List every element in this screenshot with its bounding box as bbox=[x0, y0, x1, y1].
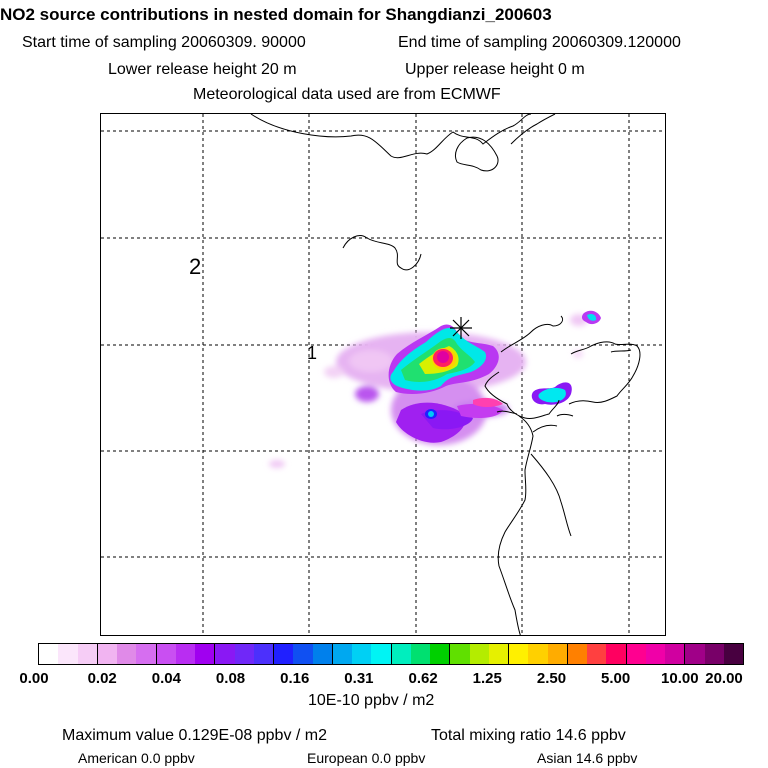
colorbar-cell bbox=[450, 644, 470, 664]
colorbar-cell bbox=[352, 644, 372, 664]
colorbar-tick-label: 0.62 bbox=[408, 670, 438, 687]
colorbar-cell bbox=[175, 644, 195, 664]
colorbar-cell bbox=[528, 644, 548, 664]
colorbar-tick-label: 0.02 bbox=[87, 670, 117, 687]
colorbar-cell bbox=[430, 644, 451, 664]
american-contribution-text: American 0.0 ppbv bbox=[78, 750, 195, 766]
colorbar-cell bbox=[332, 644, 352, 664]
upper-release-text: Upper release height 0 m bbox=[405, 61, 585, 78]
colorbar-cell bbox=[117, 644, 137, 664]
colorbar-cell bbox=[587, 644, 607, 664]
colorbar-tick-label: 0.16 bbox=[280, 670, 310, 687]
colorbar-cell bbox=[488, 644, 509, 664]
colorbar-cell bbox=[136, 644, 157, 664]
colorbar-cell bbox=[195, 644, 216, 664]
colorbar-cell bbox=[704, 644, 724, 664]
colorbar-cell bbox=[645, 644, 665, 664]
colorbar-cell bbox=[626, 644, 646, 664]
colorbar-cell bbox=[58, 644, 78, 664]
colorbar-cell bbox=[156, 644, 176, 664]
colorbar-tick-label: 5.00 bbox=[601, 670, 631, 687]
end-time-text: End time of sampling 20060309.120000 bbox=[398, 34, 681, 51]
colorbar bbox=[38, 643, 744, 665]
colorbar-cell bbox=[665, 644, 686, 664]
european-contribution-text: European 0.0 ppbv bbox=[307, 750, 426, 766]
colorbar-cell bbox=[606, 644, 627, 664]
colorbar-cell bbox=[547, 644, 568, 664]
colorbar-tick-label: 1.25 bbox=[472, 670, 502, 687]
colorbar-tick-label: 10.00 bbox=[661, 670, 699, 687]
met-data-text: Meteorological data used are from ECMWF bbox=[193, 86, 501, 103]
colorbar-cell bbox=[391, 644, 411, 664]
concentration-plume bbox=[269, 310, 601, 468]
colorbar-cell bbox=[312, 644, 333, 664]
colorbar-tick-label: 0.04 bbox=[151, 670, 181, 687]
asian-contribution-text: Asian 14.6 ppbv bbox=[537, 750, 638, 766]
start-time-text: Start time of sampling 20060309. 90000 bbox=[22, 34, 306, 51]
colorbar-cell bbox=[234, 644, 254, 664]
colorbar-tick-label: 0.08 bbox=[215, 670, 246, 687]
colorbar-cell bbox=[77, 644, 98, 664]
map-panel: 2 1 bbox=[100, 113, 666, 636]
coastlines bbox=[250, 114, 641, 635]
colorbar-cell bbox=[509, 644, 529, 664]
plot-title: NO2 source contributions in nested domai… bbox=[0, 5, 552, 24]
colorbar-tick-label: 20.00 bbox=[705, 670, 743, 687]
colorbar-cell bbox=[685, 644, 705, 664]
map-canvas: 2 1 bbox=[101, 114, 665, 635]
station-marker-icon bbox=[450, 317, 472, 339]
colorbar-cell bbox=[371, 644, 392, 664]
colorbar-cell bbox=[274, 644, 294, 664]
region-label-2: 2 bbox=[189, 254, 201, 279]
colorbar-tick-label: 0.31 bbox=[344, 670, 374, 687]
colorbar-cell bbox=[39, 644, 59, 664]
colorbar-cell bbox=[293, 644, 313, 664]
colorbar-unit: 10E-10 ppbv / m2 bbox=[308, 692, 435, 709]
region-label-1: 1 bbox=[307, 343, 317, 363]
lower-release-text: Lower release height 20 m bbox=[108, 61, 297, 78]
colorbar-tick-label: 2.50 bbox=[536, 670, 567, 687]
colorbar-cell bbox=[469, 644, 489, 664]
maximum-value-text: Maximum value 0.129E-08 ppbv / m2 bbox=[62, 727, 328, 744]
colorbar-cell bbox=[410, 644, 430, 664]
total-mixing-ratio-text: Total mixing ratio 14.6 ppbv bbox=[431, 727, 626, 744]
colorbar-cell bbox=[253, 644, 274, 664]
colorbar-cell bbox=[97, 644, 117, 664]
colorbar-cell bbox=[723, 644, 743, 664]
colorbar-cell bbox=[215, 644, 235, 664]
colorbar-tick-label: 0.00 bbox=[19, 670, 49, 687]
colorbar-cell bbox=[567, 644, 587, 664]
